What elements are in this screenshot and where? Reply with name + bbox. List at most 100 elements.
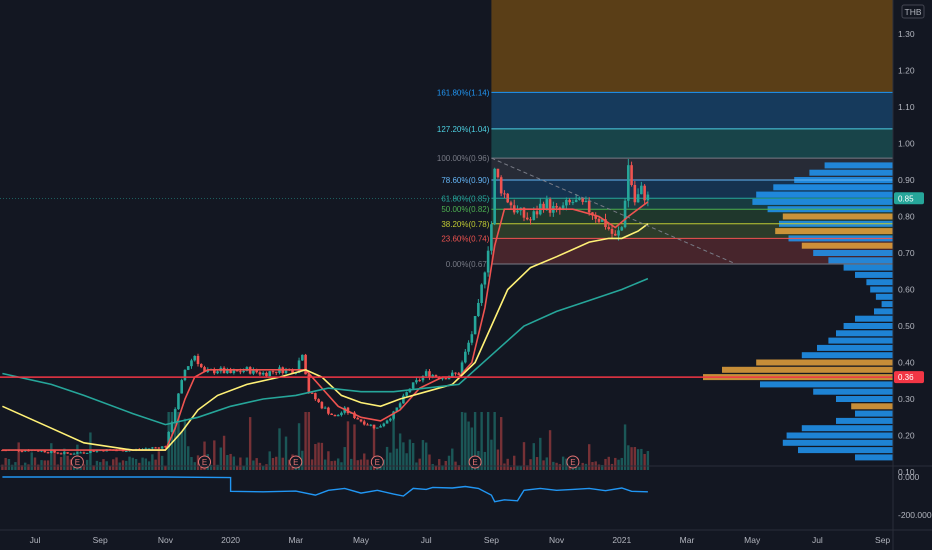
time-tick-label: 2020 xyxy=(221,535,240,545)
volume-bar xyxy=(252,460,255,470)
candle-body xyxy=(428,371,431,378)
time-tick-label: Jul xyxy=(812,535,823,545)
volume-bar xyxy=(56,464,60,470)
volume-bar xyxy=(190,457,193,470)
candle-body xyxy=(92,450,95,452)
price-tick-label: 0.10 xyxy=(898,467,915,477)
volume-bar xyxy=(402,442,405,470)
candle-body xyxy=(398,403,402,408)
candle-body xyxy=(464,351,467,363)
candle-body xyxy=(1,450,4,452)
volume-bar xyxy=(460,412,464,470)
candle-body xyxy=(76,452,79,454)
candle-body xyxy=(53,450,56,453)
candle-body xyxy=(255,369,258,373)
candle-body xyxy=(607,227,611,230)
volume-profile-bar xyxy=(851,403,893,410)
volume-bar xyxy=(281,457,284,470)
candle-body xyxy=(578,197,581,200)
volume-bar xyxy=(85,459,89,470)
volume-profile-bar xyxy=(855,315,893,322)
indicator-line xyxy=(2,476,648,503)
moving-average-line-2 xyxy=(2,223,649,451)
candle-body xyxy=(301,354,304,361)
volume-profile-bar xyxy=(801,352,893,359)
volume-bar xyxy=(425,442,428,470)
candle-body xyxy=(333,414,337,417)
volume-bar xyxy=(333,460,337,470)
candle-body xyxy=(154,447,157,449)
candle-body xyxy=(356,418,360,420)
volume-bar xyxy=(216,464,219,470)
volume-bar xyxy=(336,458,340,470)
volume-bar xyxy=(434,465,438,470)
candle-body xyxy=(623,200,627,228)
candle-body xyxy=(415,380,418,383)
candle-body xyxy=(252,369,255,374)
volume-bar xyxy=(398,433,402,470)
volume-profile-bar xyxy=(828,337,893,344)
volume-bar xyxy=(121,460,125,470)
candle-body xyxy=(235,370,239,372)
candle-body xyxy=(199,364,203,368)
volume-bar xyxy=(372,426,376,470)
candle-body xyxy=(245,367,249,371)
candle-body xyxy=(307,374,311,393)
candle-body xyxy=(284,368,288,374)
price-tick-label: 0.70 xyxy=(898,248,915,258)
volume-bar xyxy=(519,466,522,470)
candle-body xyxy=(180,380,183,394)
volume-bar xyxy=(646,451,650,470)
volume-bar xyxy=(385,446,389,470)
candle-body xyxy=(36,450,40,452)
candle-body xyxy=(310,392,314,394)
volume-bar xyxy=(154,459,157,470)
volume-bar xyxy=(268,451,271,470)
volume-bar xyxy=(389,452,392,470)
candle-body xyxy=(144,448,148,450)
candle-body xyxy=(186,366,190,370)
candle-body xyxy=(203,367,206,372)
volume-bar xyxy=(323,459,327,470)
volume-bar xyxy=(633,447,637,470)
volume-profile-bar xyxy=(874,308,893,315)
volume-profile-bar xyxy=(813,250,893,256)
candle-body xyxy=(568,199,571,203)
candle-body xyxy=(167,431,170,448)
volume-bar xyxy=(428,454,431,470)
volume-bar xyxy=(262,466,265,470)
candle-body xyxy=(63,452,66,454)
volume-bar xyxy=(108,466,112,470)
volume-bar xyxy=(438,459,441,470)
volume-profile-bar xyxy=(801,242,893,249)
volume-profile-bar xyxy=(801,425,893,432)
volume-bar xyxy=(229,453,232,470)
volume-bar xyxy=(177,412,180,470)
candle-body xyxy=(183,369,187,381)
volume-bar xyxy=(288,459,291,470)
fib-level-label: 100.00%(0.96) xyxy=(437,154,490,163)
earnings-marker-label: E xyxy=(75,458,80,467)
candle-body xyxy=(274,371,278,373)
candle-body xyxy=(314,393,317,400)
volume-bar xyxy=(369,466,372,470)
volume-profile-bar xyxy=(782,213,893,220)
volume-bar xyxy=(548,430,552,470)
candle-body xyxy=(268,371,272,377)
candle-body xyxy=(450,372,454,377)
volume-bar xyxy=(50,443,53,470)
candle-body xyxy=(170,422,174,432)
time-tick-label: May xyxy=(744,535,761,545)
candle-body xyxy=(509,202,513,206)
volume-bar xyxy=(353,424,356,470)
fib-band xyxy=(491,158,893,180)
volume-bar xyxy=(343,447,346,470)
volume-bar xyxy=(131,457,134,470)
volume-bar xyxy=(187,446,190,470)
earnings-marker-label: E xyxy=(472,458,477,467)
volume-bar xyxy=(317,442,320,470)
volume-bar xyxy=(578,467,581,470)
time-tick-label: Mar xyxy=(288,535,303,545)
candle-body xyxy=(411,382,415,389)
